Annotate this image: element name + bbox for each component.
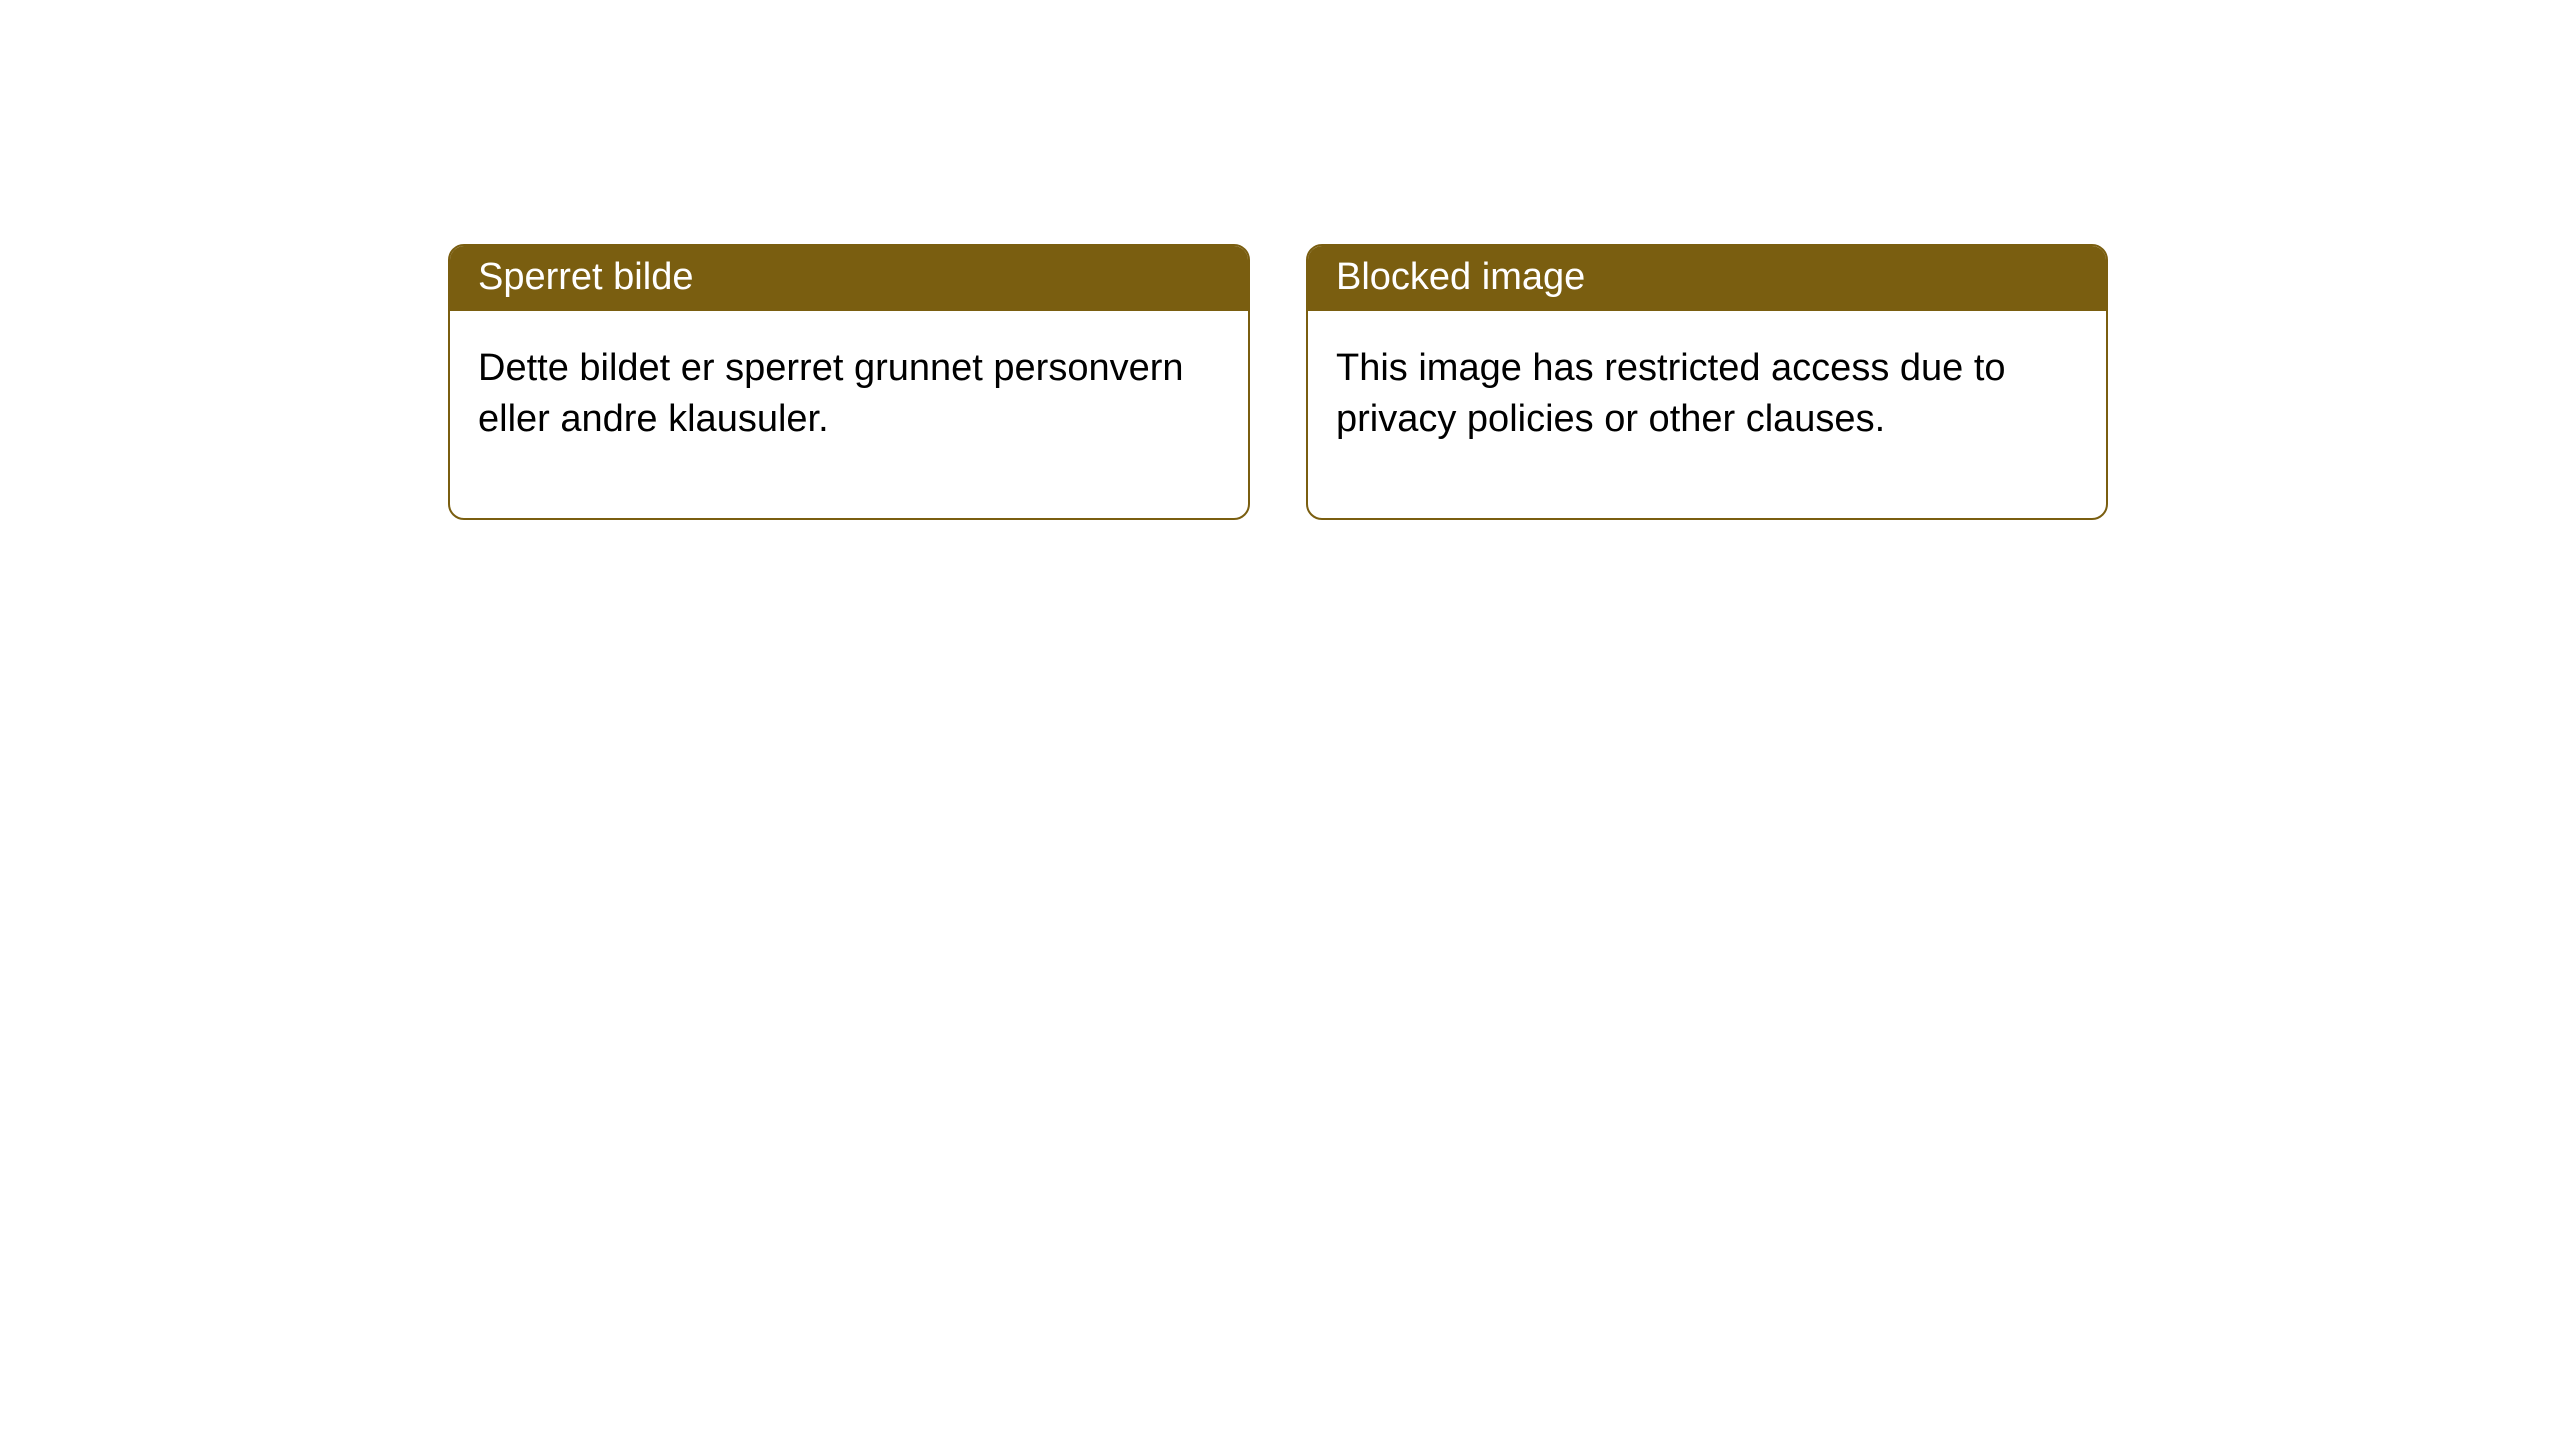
notice-card-norwegian: Sperret bilde Dette bildet er sperret gr…	[448, 244, 1250, 520]
notice-body: Dette bildet er sperret grunnet personve…	[450, 311, 1248, 518]
notice-body: This image has restricted access due to …	[1308, 311, 2106, 518]
notice-header: Sperret bilde	[450, 246, 1248, 311]
notice-card-english: Blocked image This image has restricted …	[1306, 244, 2108, 520]
notice-container: Sperret bilde Dette bildet er sperret gr…	[448, 244, 2108, 520]
notice-header: Blocked image	[1308, 246, 2106, 311]
